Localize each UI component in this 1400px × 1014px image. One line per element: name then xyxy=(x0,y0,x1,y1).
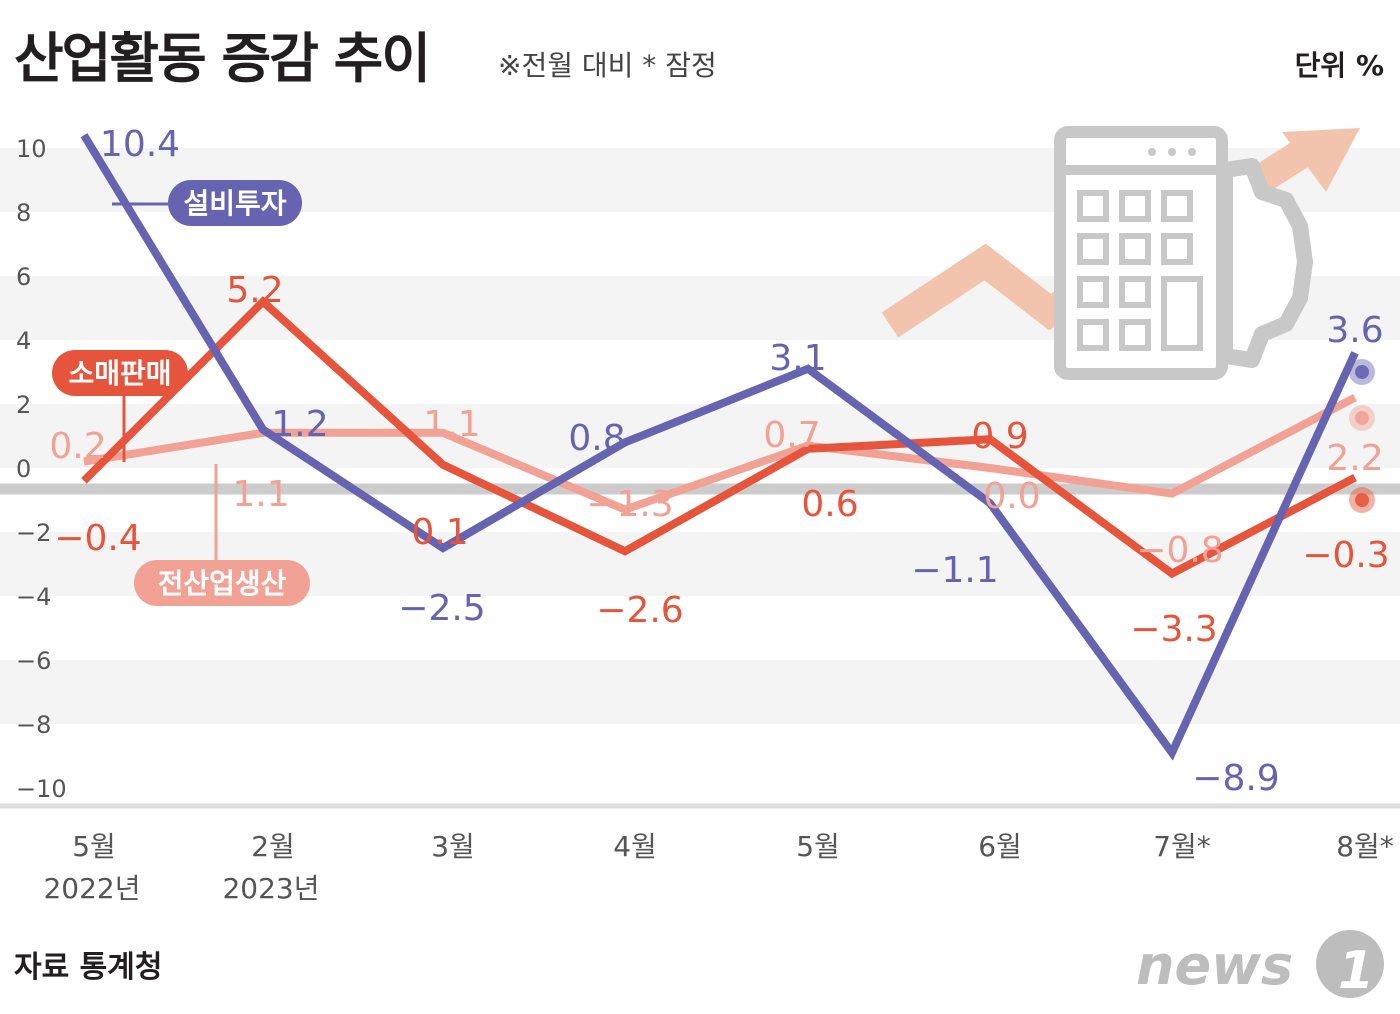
calculator-dot-icon xyxy=(1148,148,1156,156)
source-note: 자료 통계청 xyxy=(14,950,163,985)
series-line xyxy=(83,394,1357,514)
series-tag-label: 소매판매 xyxy=(68,357,171,390)
y-tick-label: 10 xyxy=(16,135,47,163)
data-labels: 10.4 1.2 −2.5 0.8 3.1 −1.1 −8.9 3.6 −0.4 5.2 0.1 −2… xyxy=(49,124,1389,799)
calculator-keys-icon xyxy=(1077,190,1203,351)
y-tick-label: −10 xyxy=(16,775,67,803)
data-label: −1.3 xyxy=(586,484,673,525)
end-dot-core xyxy=(1355,365,1369,379)
end-dot-core xyxy=(1355,411,1369,425)
y-tick-label: −2 xyxy=(16,519,51,547)
series-tag-label: 전산업생산 xyxy=(158,567,287,600)
x-tick-label: 7월* xyxy=(1153,830,1211,863)
series-end-dots xyxy=(1349,359,1375,513)
gear-icon xyxy=(1217,158,1313,368)
calculator-key-icon xyxy=(1161,190,1193,222)
data-label: 10.4 xyxy=(100,124,180,165)
x-axis-ticks: 5월 2022년 2월 2023년 3월 4월 5월 6월 7월* 8월* xyxy=(43,830,1393,905)
data-label: 0.9 xyxy=(971,416,1028,457)
arrow-head-icon xyxy=(1282,128,1360,192)
chart-title: 산업활동 증감 추이 xyxy=(14,27,431,90)
data-label: −0.8 xyxy=(1136,530,1223,571)
data-label: 3.1 xyxy=(769,338,826,379)
data-label: 0.8 xyxy=(568,418,625,459)
calculator-key-icon xyxy=(1119,276,1151,308)
unit-label: 단위 % xyxy=(1294,49,1384,82)
series-tag xyxy=(134,560,310,606)
data-label: −3.3 xyxy=(1130,609,1217,650)
y-tick-label: −6 xyxy=(16,647,51,675)
y-axis-ticks: 10 8 6 4 2 0 −2 −4 −6 −8 −10 xyxy=(16,135,67,803)
y-tick-label: 2 xyxy=(16,391,31,419)
series-tag xyxy=(52,350,188,396)
calculator-key-icon xyxy=(1119,319,1151,351)
x-tick-label: 4월 xyxy=(613,830,657,863)
calculator-key-icon xyxy=(1077,319,1109,351)
series-lines xyxy=(80,133,1359,761)
y-tick-label: 4 xyxy=(16,327,31,355)
calculator-dot-icon xyxy=(1168,148,1176,156)
x-tick-label: 5월 xyxy=(796,830,840,863)
calculator-key-icon xyxy=(1077,233,1109,265)
x-tick-label: 6월 xyxy=(978,830,1022,863)
data-label: −2.5 xyxy=(398,588,485,629)
y-tick-label: −8 xyxy=(16,711,51,739)
data-label: −8.9 xyxy=(1192,758,1279,799)
data-label: 0.0 xyxy=(983,476,1040,517)
data-label: 5.2 xyxy=(226,270,283,311)
x-tick-label: 3월 xyxy=(431,830,475,863)
calculator-key-icon xyxy=(1161,233,1193,265)
x-tick-year: 2022년 xyxy=(43,872,140,905)
series-line xyxy=(81,296,1357,579)
chart-subtitle: ※전월 대비 * 잠정 xyxy=(498,49,717,82)
series-tag-label: 설비투자 xyxy=(183,187,286,220)
data-label: −1.1 xyxy=(911,550,998,591)
x-tick-label: 2월 xyxy=(251,830,295,863)
calculator-key-icon xyxy=(1077,190,1109,222)
data-label: 0.6 xyxy=(801,484,858,525)
series-line xyxy=(80,133,1359,761)
x-tick-year: 2023년 xyxy=(222,872,319,905)
logo-wordmark: news xyxy=(1136,934,1293,997)
data-label: −2.6 xyxy=(596,590,683,631)
data-label: 2.2 xyxy=(1326,438,1383,479)
calculator-dot-icon xyxy=(1188,148,1196,156)
news1-logo: news 1 xyxy=(1136,930,1384,1001)
data-label: −0.4 xyxy=(54,518,141,559)
calculator-key-icon xyxy=(1161,276,1203,351)
calculator-key-icon xyxy=(1119,233,1151,265)
calculator-key-icon xyxy=(1077,276,1109,308)
grid-band xyxy=(0,660,1400,724)
y-tick-label: 8 xyxy=(16,199,31,227)
data-label: −0.3 xyxy=(1302,535,1389,576)
data-label: 1.2 xyxy=(271,404,328,445)
y-tick-label: 6 xyxy=(16,263,31,291)
series-tag xyxy=(168,180,302,226)
data-label: 1.1 xyxy=(423,404,480,445)
x-tick-label: 8월* xyxy=(1336,830,1394,863)
end-dot-core xyxy=(1355,493,1369,507)
y-tick-label: −4 xyxy=(16,583,51,611)
calculator-key-icon xyxy=(1119,190,1151,222)
y-tick-label: 0 xyxy=(16,455,31,483)
data-label: 0.7 xyxy=(763,415,820,456)
data-label: 3.6 xyxy=(1326,310,1383,351)
data-label: 1.1 xyxy=(232,474,289,515)
calculator-gear-arrow-icon xyxy=(881,126,1360,380)
x-tick-label: 5월 xyxy=(72,830,116,863)
logo-one: 1 xyxy=(1338,941,1374,1001)
data-label: 0.1 xyxy=(411,512,468,553)
data-label: 0.2 xyxy=(49,426,106,467)
logo-circle-icon xyxy=(1316,930,1384,998)
